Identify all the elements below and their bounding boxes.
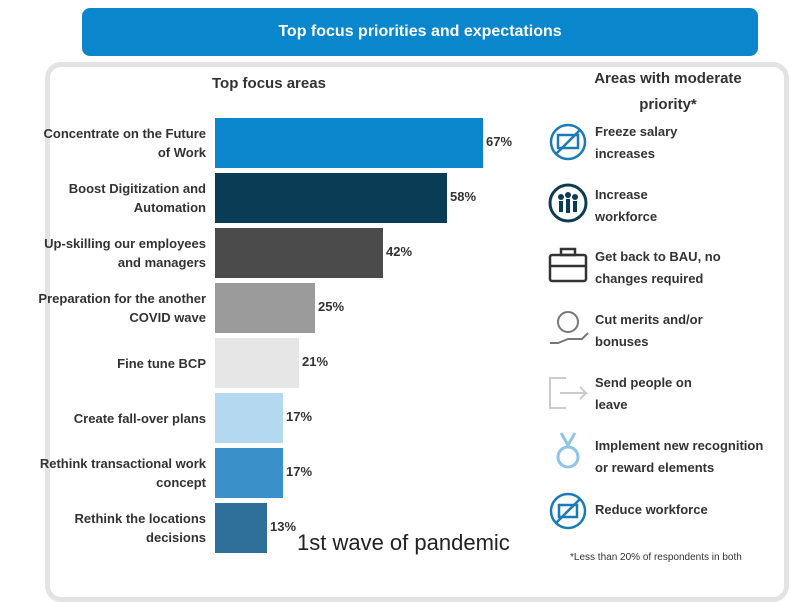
chart-subtitle: Top focus areas [212, 75, 326, 92]
header: Top focus priorities and expectations [82, 8, 758, 56]
category-label: Rethink the locations decisions [74, 511, 206, 545]
side-item: Implement new recognition or reward elem… [595, 438, 764, 475]
value-label: 58% [450, 189, 477, 204]
side-item: Send people on leave [595, 375, 692, 412]
bar [215, 283, 315, 333]
category-label: Rethink transactional work concept [39, 456, 206, 490]
bar [215, 173, 447, 223]
side-item: Cut merits and/or bonuses [595, 312, 703, 349]
category-label: Concentrate on the Future of Work [43, 126, 206, 160]
footnote: *Less than 20% of respondents in both [570, 552, 742, 563]
bar [215, 338, 299, 388]
bar [215, 393, 283, 443]
value-label: 17% [286, 464, 313, 479]
bar [215, 503, 267, 553]
category-label: Up-skilling our employees and managers [44, 236, 206, 270]
value-label: 25% [318, 299, 345, 314]
annotation: 1st wave of pandemic [297, 530, 510, 555]
value-label: 13% [270, 519, 297, 534]
category-label: Fine tune BCP [117, 355, 206, 371]
page: Top focus priorities and expectations To… [38, 8, 789, 602]
value-label: 17% [286, 409, 313, 424]
value-label: 67% [486, 134, 513, 149]
icons [548, 123, 589, 530]
category-label: Preparation for the another COVID wave [38, 291, 206, 325]
bar [215, 448, 283, 498]
side-item: Freeze salary increases [595, 124, 678, 161]
bar [215, 228, 383, 278]
bar [215, 118, 483, 168]
side-title: Areas with moderate priority* [594, 70, 742, 113]
side-item: Increase workforce [595, 187, 658, 224]
side-item: Get back to BAU, no changes required [595, 249, 721, 286]
value-label: 42% [386, 244, 413, 259]
category-label: Create fall-over plans [73, 410, 206, 426]
category-label: Boost Digitization and Automation [68, 181, 206, 215]
value-label: 21% [302, 354, 329, 369]
side-item: Reduce workforce [595, 502, 708, 517]
